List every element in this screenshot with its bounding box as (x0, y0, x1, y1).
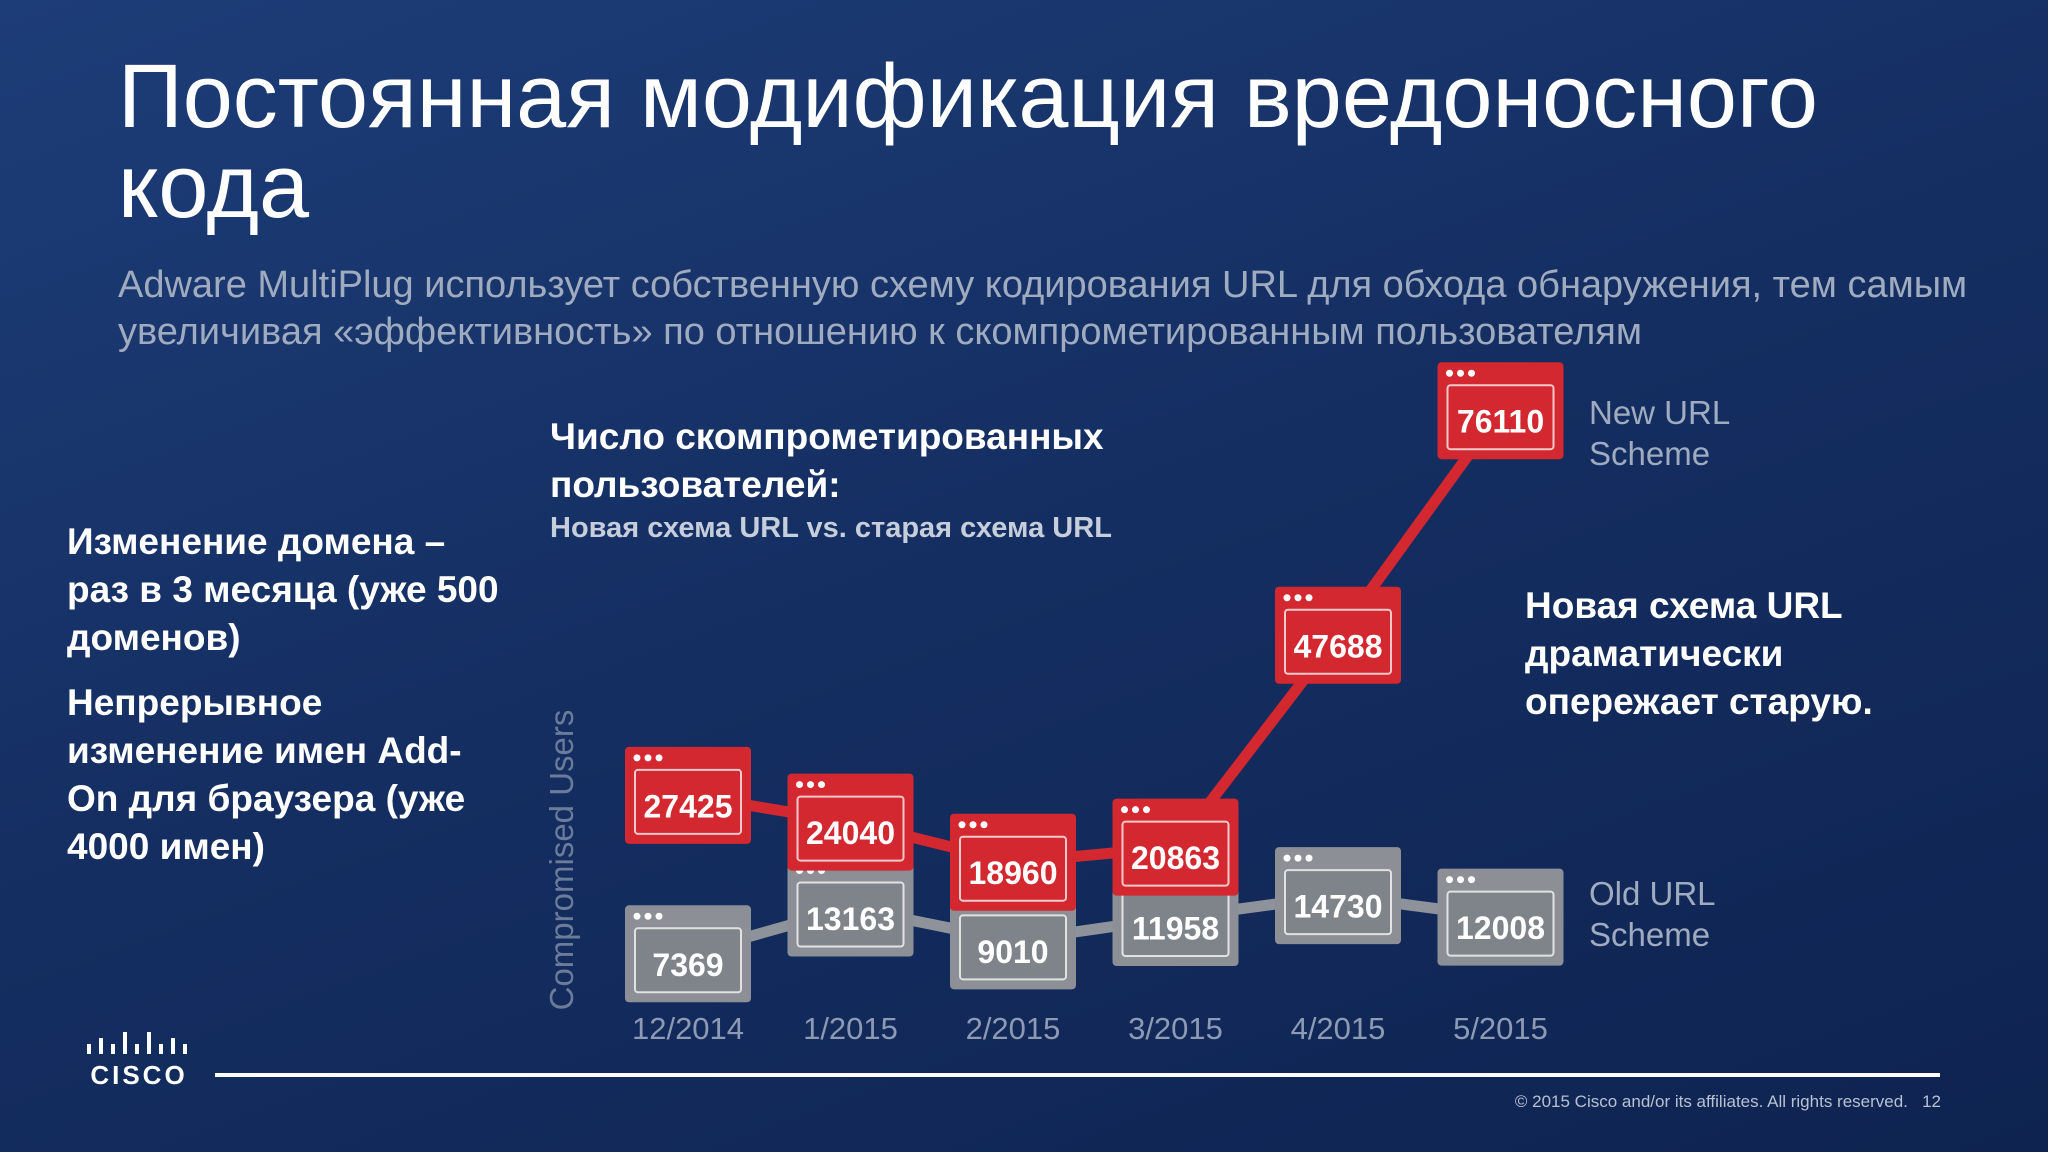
left-note-addons: Непрерывное изменение имен Add-On для бр… (67, 682, 466, 867)
legend-new-url-scheme: New URL Scheme (1589, 394, 1729, 472)
window-dot-icon (1446, 369, 1453, 377)
data-box-inner (1446, 890, 1555, 957)
data-label: 24040 (806, 815, 895, 851)
window-dot-icon (1283, 854, 1291, 862)
window-dot-icon (1283, 594, 1291, 602)
window-dot-icon (1305, 854, 1313, 862)
data-label: 9010 (977, 934, 1048, 970)
copyright: © 2015 Cisco and/or its affiliates. All … (1515, 1092, 1941, 1112)
data-label: 11958 (1132, 911, 1219, 947)
window-dot-icon (633, 754, 641, 762)
window-dot-icon (1468, 876, 1475, 884)
window-dot-icon (644, 754, 652, 762)
chart-subtitle: Новая схема URL vs. старая схема URL (550, 512, 1112, 544)
copyright-text: © 2015 Cisco and/or its affiliates. All … (1514, 1092, 1908, 1111)
window-dot-icon (644, 912, 652, 920)
window-dot-icon (1294, 854, 1302, 862)
slide-subtitle: Adware MultiPlug использует собственную … (118, 264, 1968, 353)
window-dot-icon (1143, 806, 1150, 814)
data-label: 20863 (1131, 840, 1220, 876)
data-box-inner (634, 768, 742, 835)
window-dot-icon (633, 912, 641, 920)
legend-old-url-scheme: Old URL Scheme (1589, 875, 1715, 953)
chart-title: Число скомпрометированных пользователей: (550, 416, 1104, 505)
data-label: 12008 (1456, 910, 1545, 946)
logo-text: CISCO (90, 1060, 188, 1090)
window-dot-icon (818, 781, 825, 789)
old-url-scheme-point: 14730 (1275, 847, 1401, 945)
data-label: 18960 (969, 855, 1058, 891)
cisco-logo: CISCO (84, 1030, 194, 1090)
window-dot-icon (655, 754, 663, 762)
footer-divider (215, 1073, 1940, 1077)
data-label: 76110 (1457, 404, 1544, 440)
data-box-inner (1284, 869, 1392, 936)
window-dot-icon (807, 781, 814, 789)
data-box-inner (959, 835, 1067, 902)
window-dot-icon (1132, 806, 1139, 814)
data-label: 13163 (806, 901, 895, 937)
annotation-text: Новая схема URL драматически опережает с… (1525, 585, 1873, 722)
window-dot-icon (969, 821, 977, 829)
new-url-scheme-point: 27425 (625, 746, 751, 844)
x-tick-label: 1/2015 (803, 1011, 898, 1046)
data-box-inner (634, 927, 742, 994)
window-dot-icon (1121, 806, 1128, 814)
window-dot-icon (1468, 369, 1475, 377)
new-url-scheme-point: 20863 (1112, 798, 1239, 896)
data-label: 47688 (1294, 628, 1383, 664)
old-url-scheme-point: 13163 (787, 859, 914, 957)
x-tick-label: 3/2015 (1128, 1011, 1223, 1046)
x-tick-label: 12/2014 (632, 1011, 744, 1046)
window-dot-icon (1305, 594, 1313, 602)
new-url-scheme-point: 76110 (1437, 362, 1564, 460)
window-dot-icon (796, 781, 803, 789)
data-box-inner (1121, 820, 1230, 887)
new-url-scheme-point: 18960 (950, 813, 1076, 911)
data-box-inner (1284, 608, 1392, 675)
window-dot-icon (1294, 594, 1302, 602)
x-tick-label: 2/2015 (966, 1011, 1061, 1046)
old-url-scheme-point: 12008 (1437, 868, 1564, 966)
old-url-scheme-point: 9010 (950, 892, 1076, 990)
window-dot-icon (1457, 876, 1464, 884)
x-tick-label: 4/2015 (1291, 1011, 1386, 1046)
data-label: 7369 (652, 947, 723, 983)
data-box-inner (796, 881, 905, 948)
window-dot-icon (958, 821, 966, 829)
data-box-inner (959, 914, 1067, 981)
data-label: 27425 (644, 788, 733, 824)
new-url-scheme-point: 24040 (787, 773, 914, 871)
new-url-scheme-point: 47688 (1275, 586, 1401, 684)
window-dot-icon (980, 821, 988, 829)
cisco-bars-icon (87, 1032, 187, 1054)
window-dot-icon (655, 912, 663, 920)
x-tick-label: 5/2015 (1453, 1011, 1548, 1046)
slide-title: Постоянная модификация вредоносного кода (118, 47, 1818, 237)
data-box-inner (796, 795, 905, 862)
old-url-scheme-point: 7369 (625, 905, 751, 1003)
window-dot-icon (1457, 369, 1464, 377)
page-number: 12 (1922, 1092, 1941, 1111)
data-label: 14730 (1294, 889, 1383, 925)
left-note-domains: Изменение домена – раз в 3 месяца (уже 5… (67, 521, 499, 658)
data-box-inner (1446, 384, 1555, 451)
window-dot-icon (1446, 876, 1453, 884)
